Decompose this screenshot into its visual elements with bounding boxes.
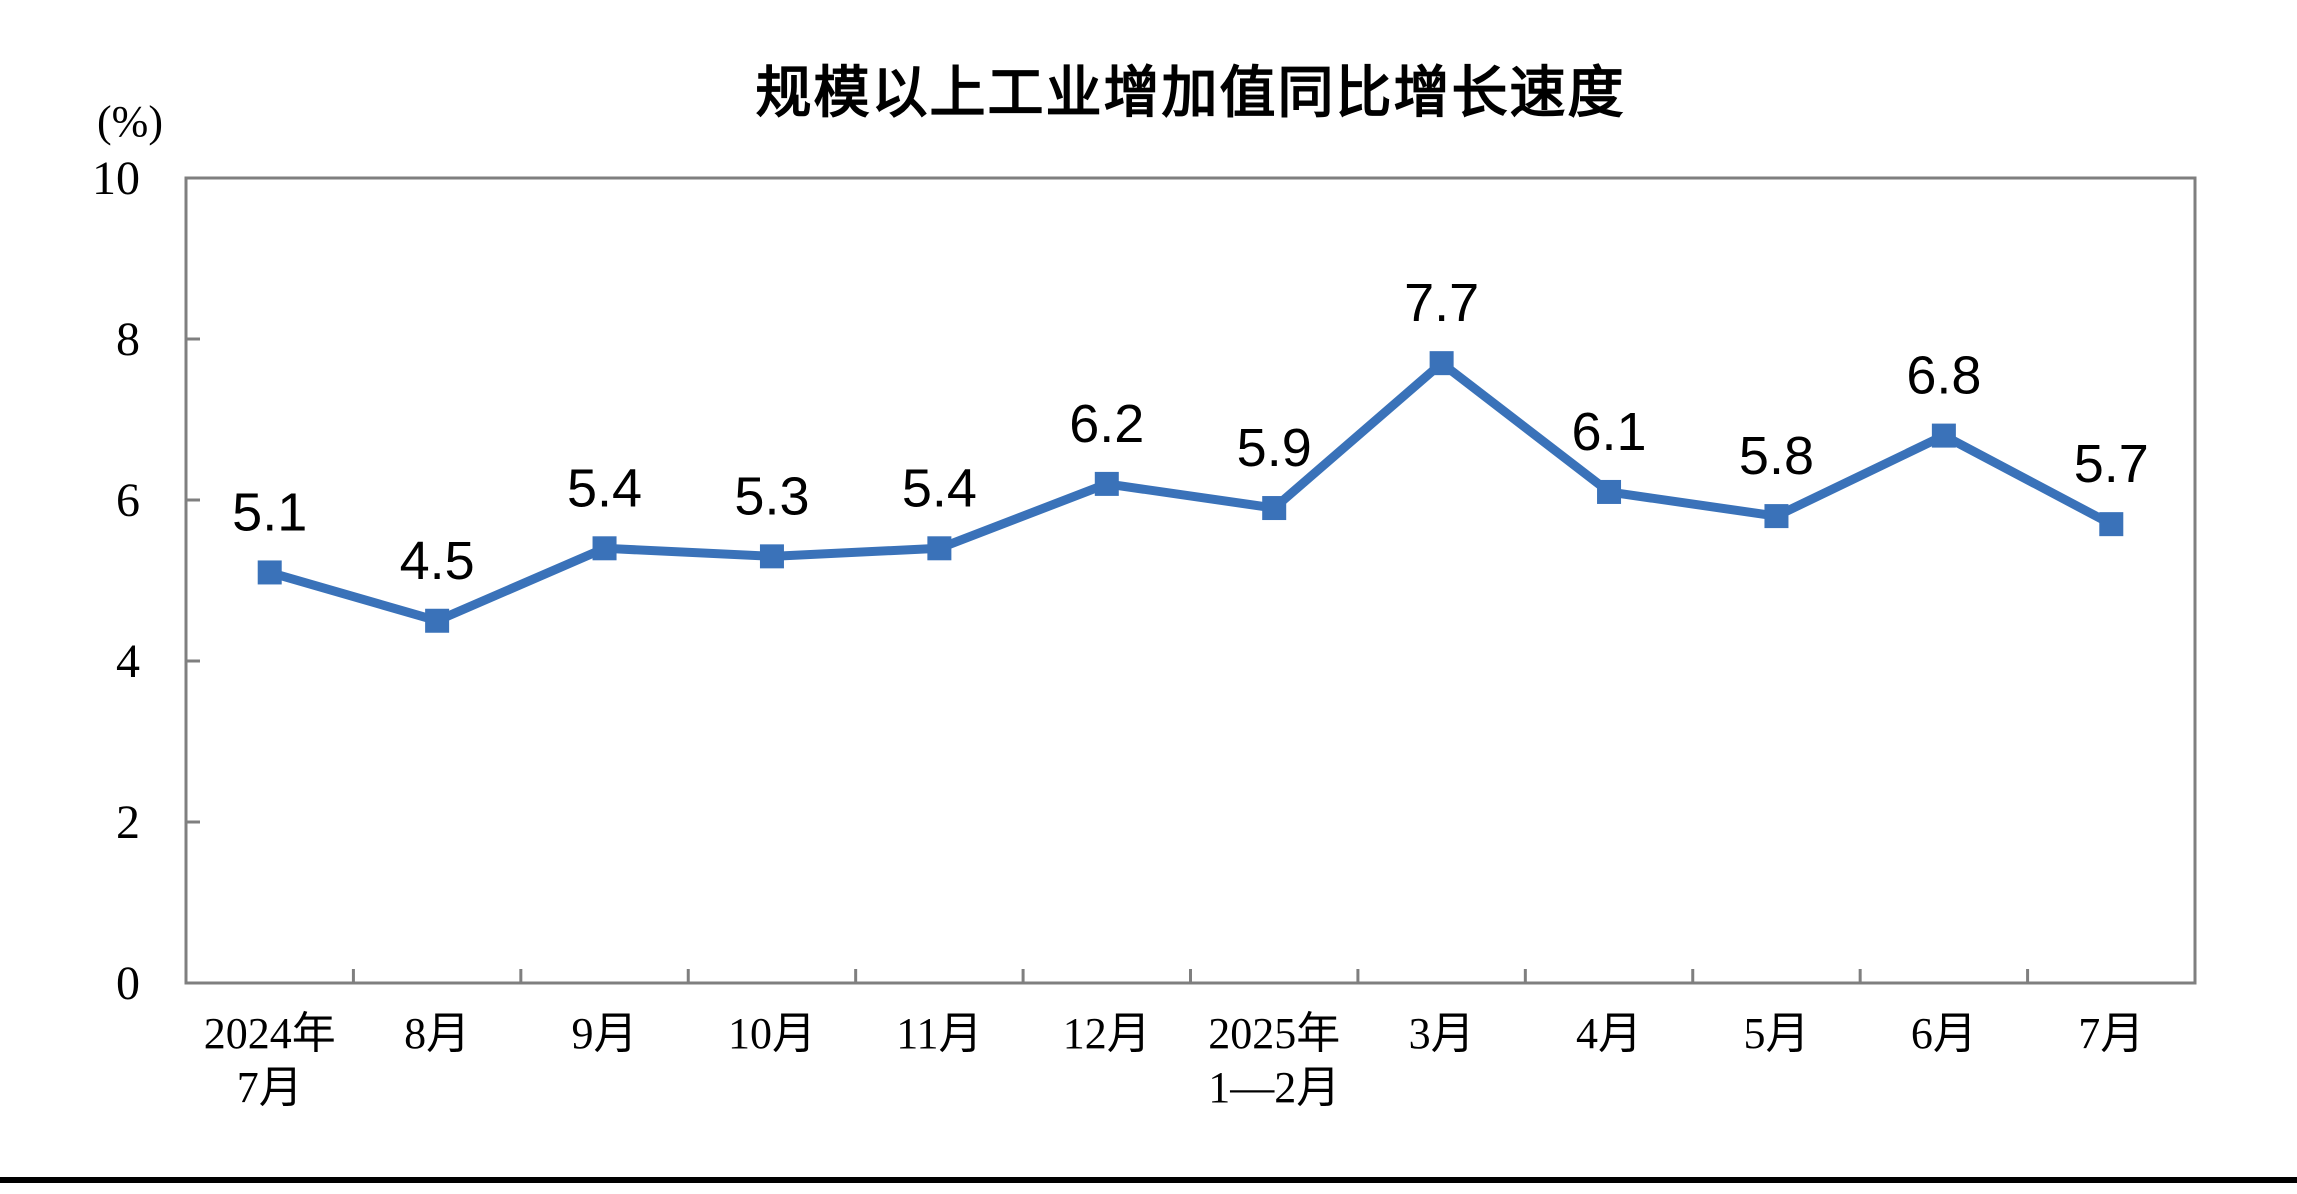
data-point-label: 4.5 xyxy=(400,531,475,591)
chart-title: 规模以上工业增加值同比增长速度 xyxy=(755,61,1626,124)
y-axis-tick-label: 10 xyxy=(92,152,140,205)
x-axis-tick-label: 11月 xyxy=(896,1009,982,1058)
x-axis-tick-label: 2025年 1—2月 xyxy=(1208,1009,1340,1112)
x-axis-tick-label: 12月 xyxy=(1063,1009,1151,1058)
y-axis-unit-label: (%) xyxy=(97,97,163,146)
y-axis-tick-label: 4 xyxy=(116,635,140,688)
data-point-label: 7.7 xyxy=(1404,273,1479,333)
data-point-label: 5.4 xyxy=(902,458,977,518)
data-point-label: 5.8 xyxy=(1739,426,1814,486)
data-point-label: 6.2 xyxy=(1069,394,1144,454)
data-point-label: 6.1 xyxy=(1572,402,1647,462)
data-point-marker xyxy=(257,560,282,585)
data-point-marker xyxy=(759,544,784,569)
data-point-marker xyxy=(1764,504,1789,529)
data-point-marker xyxy=(2099,512,2124,537)
y-axis-tick-label: 2 xyxy=(116,796,140,849)
x-axis-tick-label: 10月 xyxy=(728,1009,816,1058)
x-axis-tick-label: 2024年 7月 xyxy=(204,1009,336,1112)
data-point-label: 5.9 xyxy=(1237,418,1312,478)
data-point-label: 5.4 xyxy=(567,458,642,518)
y-axis-tick-label: 0 xyxy=(116,957,140,1010)
x-axis-tick-label: 5月 xyxy=(1743,1009,1809,1058)
x-axis-tick-label: 6月 xyxy=(1911,1009,1977,1058)
x-axis-tick-label: 9月 xyxy=(572,1009,638,1058)
data-point-marker xyxy=(1094,471,1119,496)
x-axis-tick-label: 7月 xyxy=(2078,1009,2144,1058)
data-point-marker xyxy=(425,608,450,633)
bottom-divider-rule xyxy=(0,1177,2297,1183)
data-point-label: 5.3 xyxy=(734,466,809,526)
data-point-marker xyxy=(1931,423,1956,448)
data-point-label: 5.7 xyxy=(2074,434,2149,494)
x-axis-tick-label: 3月 xyxy=(1409,1009,1475,1058)
data-point-label: 6.8 xyxy=(1906,346,1981,406)
data-point-label: 5.1 xyxy=(232,482,307,542)
data-point-marker xyxy=(1597,479,1622,504)
data-point-marker xyxy=(592,536,617,561)
x-axis-tick-label: 4月 xyxy=(1576,1009,1642,1058)
data-point-marker xyxy=(927,536,952,561)
y-axis-tick-label: 8 xyxy=(116,313,140,366)
x-axis-tick-label: 8月 xyxy=(404,1009,470,1058)
y-axis-tick-label: 6 xyxy=(116,474,140,527)
data-point-marker xyxy=(1429,351,1454,376)
data-line xyxy=(268,357,2114,626)
data-point-marker xyxy=(1262,496,1287,521)
axis-border xyxy=(184,176,2197,985)
